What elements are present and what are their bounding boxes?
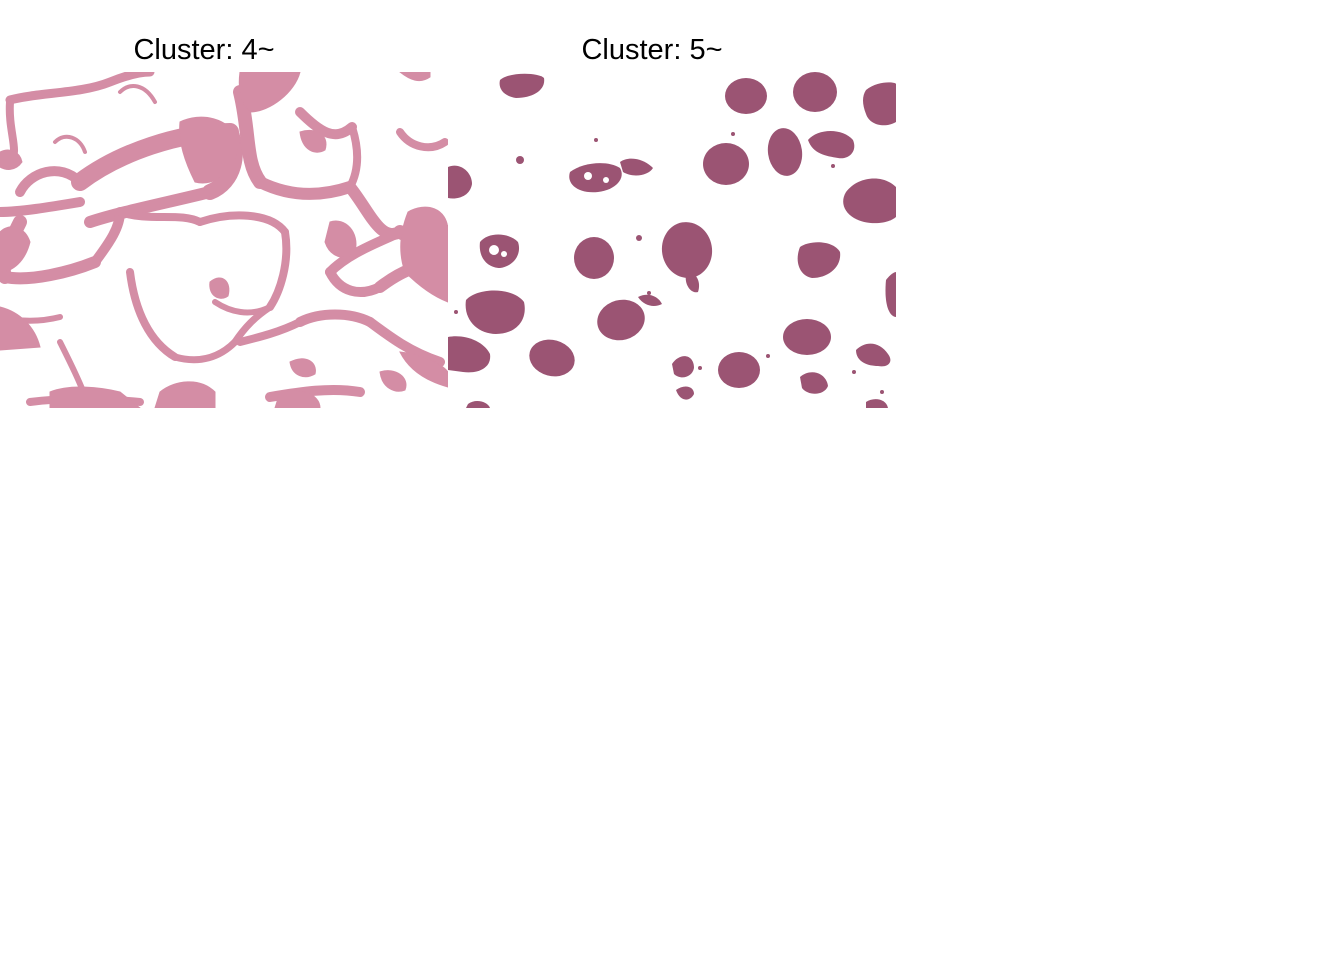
cluster-5-title: Cluster: 5~ <box>581 34 723 66</box>
cluster-5-mask <box>448 72 896 408</box>
cluster-5-image <box>448 72 896 408</box>
cluster-5-specks <box>454 132 884 394</box>
cluster-5-holes <box>489 172 609 257</box>
cluster-4-mask <box>0 72 448 408</box>
cluster-4-image <box>0 72 448 408</box>
cluster-5-nuclei <box>448 72 896 408</box>
cluster-4-title: Cluster: 4~ <box>133 34 275 66</box>
cluster-4-tissue <box>0 72 448 408</box>
